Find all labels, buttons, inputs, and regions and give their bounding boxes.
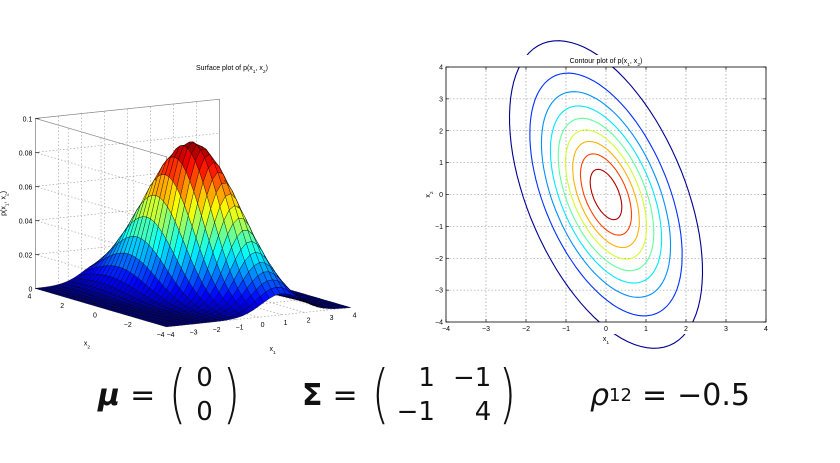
surface-mesh: [35, 141, 351, 327]
rho-subscript: 12: [609, 384, 632, 406]
contour-y-tick-label: 2: [439, 128, 443, 135]
contour-x-tick-label: 3: [724, 326, 728, 333]
z-tick-label: 0.1: [23, 116, 33, 123]
sigma-equals: =: [332, 377, 358, 413]
contour-line: [572, 140, 640, 249]
sigma-open-paren: (: [371, 358, 389, 432]
x1-tick-label: 2: [307, 317, 311, 324]
contour-x-tick-label: −2: [522, 326, 530, 333]
x2-tick-label: 4: [27, 293, 31, 300]
x1-tick-label: −2: [213, 327, 221, 334]
matrix-entry: −1: [452, 363, 492, 393]
surface-axes: 0 0.02 0.04 0.06 0.08 0.1 p(x1, x2) 4 2 0 −2 −4 x2 −4…: [0, 116, 356, 355]
contour-line: [540, 91, 672, 298]
contour-y-tick-label: −4: [435, 320, 443, 327]
matrix-entry: 4: [474, 397, 492, 427]
x1-tick-label: −4: [167, 332, 175, 339]
z-axis-label: p(x1, x2): [0, 191, 10, 216]
contour-y-tick-label: −1: [435, 224, 443, 231]
contour-line: [579, 153, 633, 236]
contour-line: [549, 105, 663, 284]
contour-clip-cover: [416, 55, 796, 334]
contour-x-axis-label: x1: [603, 336, 610, 346]
contour-clip-top: [416, 55, 796, 67]
contour-lines: [508, 40, 704, 349]
x1-tick-label: −1: [236, 325, 244, 332]
mu-open-paren: (: [168, 358, 187, 432]
contour-x-tick-label: −1: [562, 326, 570, 333]
contour-line: [508, 40, 704, 349]
mu-close-paren: ): [222, 358, 240, 432]
rho-equals: =: [641, 377, 668, 413]
covariance-matrix: 1 −1 −1 4: [397, 361, 492, 429]
z-tick-label: 0.08: [19, 150, 33, 157]
x2-tick-label: 0: [93, 313, 97, 320]
contour-y-tick-label: 0: [439, 192, 443, 199]
contour-y-tick-label: 3: [439, 96, 443, 103]
x2-tick-label: −2: [124, 322, 132, 329]
matrix-entry: 1: [418, 363, 435, 393]
sigma-close-paren: ): [499, 358, 517, 432]
contour-plot: −4 −3 −2 −1 0 1 2 3 4 4 3 2 1 0 −1 −2 −3 −4 x1 x2 Contour pl…: [416, 40, 796, 349]
contour-x-tick-label: −4: [442, 326, 450, 333]
x1-tick-label: 4: [353, 313, 357, 320]
x2-axis-label: x2: [84, 341, 91, 351]
rho-symbol: ρ: [590, 377, 610, 413]
sigma-symbol: Σ: [302, 377, 323, 413]
contour-y-tick-label: 4: [439, 65, 443, 72]
x1-tick-label: 1: [284, 320, 288, 327]
x1-tick-label: −3: [190, 329, 198, 336]
z-tick-label: 0.06: [19, 184, 33, 191]
surface-gridline: [166, 307, 351, 328]
contour-x-tick-label: 4: [764, 326, 768, 333]
surface-plot: 0 0.02 0.04 0.06 0.08 0.1 p(x1, x2) 4 2 0 −2 −4 x2 −4…: [0, 65, 356, 356]
contour-line: [589, 168, 623, 221]
x2-tick-label: −4: [157, 332, 165, 339]
contour-x-tick-label: 2: [684, 326, 688, 333]
z-tick-label: 0.02: [19, 252, 33, 259]
z-tick-label: 0: [28, 286, 32, 293]
mean-entry: 0: [196, 363, 213, 393]
x1-tick-label: 3: [330, 315, 334, 322]
contour-x-tick-label: −3: [482, 326, 490, 333]
contour-x-tick-label: 1: [644, 326, 648, 333]
x2-tick-label: 2: [60, 303, 64, 310]
covariance-equation: Σ = ( 1 −1 −1 4 ): [302, 360, 520, 430]
mean-vector: 0 0: [196, 361, 213, 429]
contour-line: [564, 129, 648, 260]
rho-value: −0.5: [677, 377, 750, 413]
mu-symbol: μ: [98, 377, 121, 413]
contour-x-tick-label: 0: [604, 326, 608, 333]
correlation-equation: ρ 12 = −0.5: [590, 360, 750, 430]
x1-axis-label: x1: [269, 346, 276, 356]
z-tick-label: 0.04: [19, 218, 33, 225]
contour-y-tick-label: 1: [439, 160, 443, 167]
contour-title: Contour plot of p(x1, x2): [570, 58, 643, 68]
contour-line: [529, 72, 683, 317]
contour-line: [557, 117, 655, 272]
mean-equation: μ = ( 0 0 ): [98, 360, 244, 430]
contour-y-tick-label: −3: [435, 288, 443, 295]
contour-axes: −4 −3 −2 −1 0 1 2 3 4 4 3 2 1 0 −1 −2 −3 −4 x1 x2: [425, 65, 768, 346]
surface-title: Surface plot of p(x1, x2): [196, 65, 268, 75]
x1-tick-label: 0: [261, 322, 265, 329]
surface-facet: [341, 306, 351, 309]
mean-entry: 0: [196, 397, 213, 427]
contour-clip-bottom: [416, 322, 796, 334]
matrix-entry: −1: [396, 397, 435, 427]
contour-y-axis-label: x2: [425, 191, 435, 198]
contour-y-tick-label: −2: [435, 256, 443, 263]
mu-equals: =: [130, 377, 156, 413]
